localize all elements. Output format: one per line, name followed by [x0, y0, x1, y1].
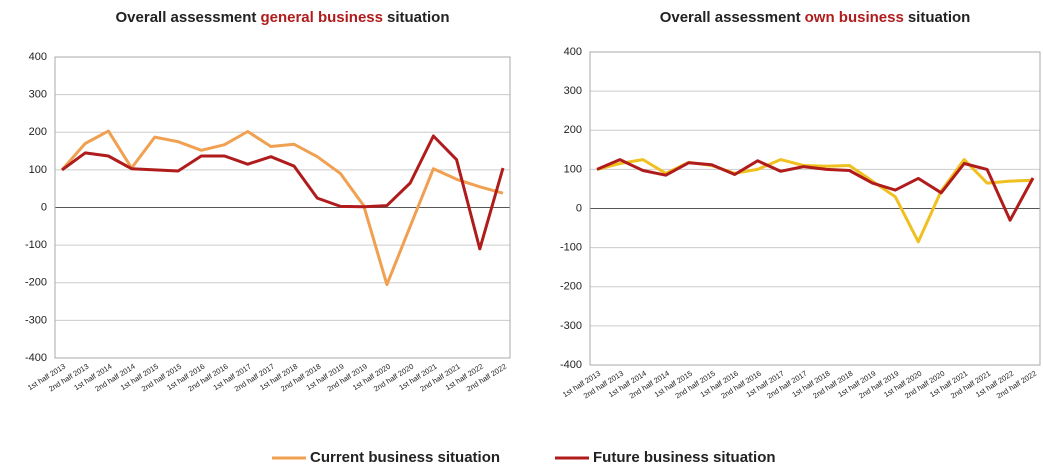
y-tick-label: 100	[29, 164, 47, 176]
series-line	[61, 134, 505, 251]
y-tick-label: 400	[29, 51, 47, 63]
y-tick-label: -300	[25, 314, 47, 326]
y-tick-label: -400	[560, 359, 582, 371]
title-part: own business	[805, 9, 904, 26]
title-part: general business	[260, 9, 383, 26]
y-tick-label: 0	[41, 201, 47, 213]
series-line	[60, 129, 504, 287]
legend-label: Future business situation	[593, 449, 776, 466]
y-tick-label: 200	[564, 124, 582, 136]
chart-title: Overall assessment own business situation	[660, 9, 971, 26]
y-tick-label: 100	[564, 163, 582, 175]
series-line	[596, 158, 1035, 222]
y-tick-label: 300	[564, 85, 582, 97]
y-tick-label: 200	[29, 126, 47, 138]
title-part: situation	[908, 9, 971, 26]
series-line	[596, 158, 1034, 244]
y-tick-label: -200	[560, 281, 582, 293]
plot-frame	[54, 56, 511, 359]
title-part: Overall assessment	[116, 9, 257, 26]
title-part: Overall assessment	[660, 9, 801, 26]
y-tick-label: -400	[25, 352, 47, 364]
title-part: situation	[387, 9, 450, 26]
chart-title: Overall assessment general business situat…	[116, 9, 450, 26]
y-tick-label: -100	[560, 242, 582, 254]
y-tick-label: -200	[25, 277, 47, 289]
y-tick-label: -100	[25, 239, 47, 251]
y-tick-label: 400	[564, 46, 582, 58]
y-tick-label: -300	[560, 320, 582, 332]
plot-frame	[589, 51, 1041, 366]
y-tick-label: 300	[29, 89, 47, 101]
y-tick-label: 0	[576, 202, 582, 214]
legend-label: Current business situation	[310, 449, 500, 466]
